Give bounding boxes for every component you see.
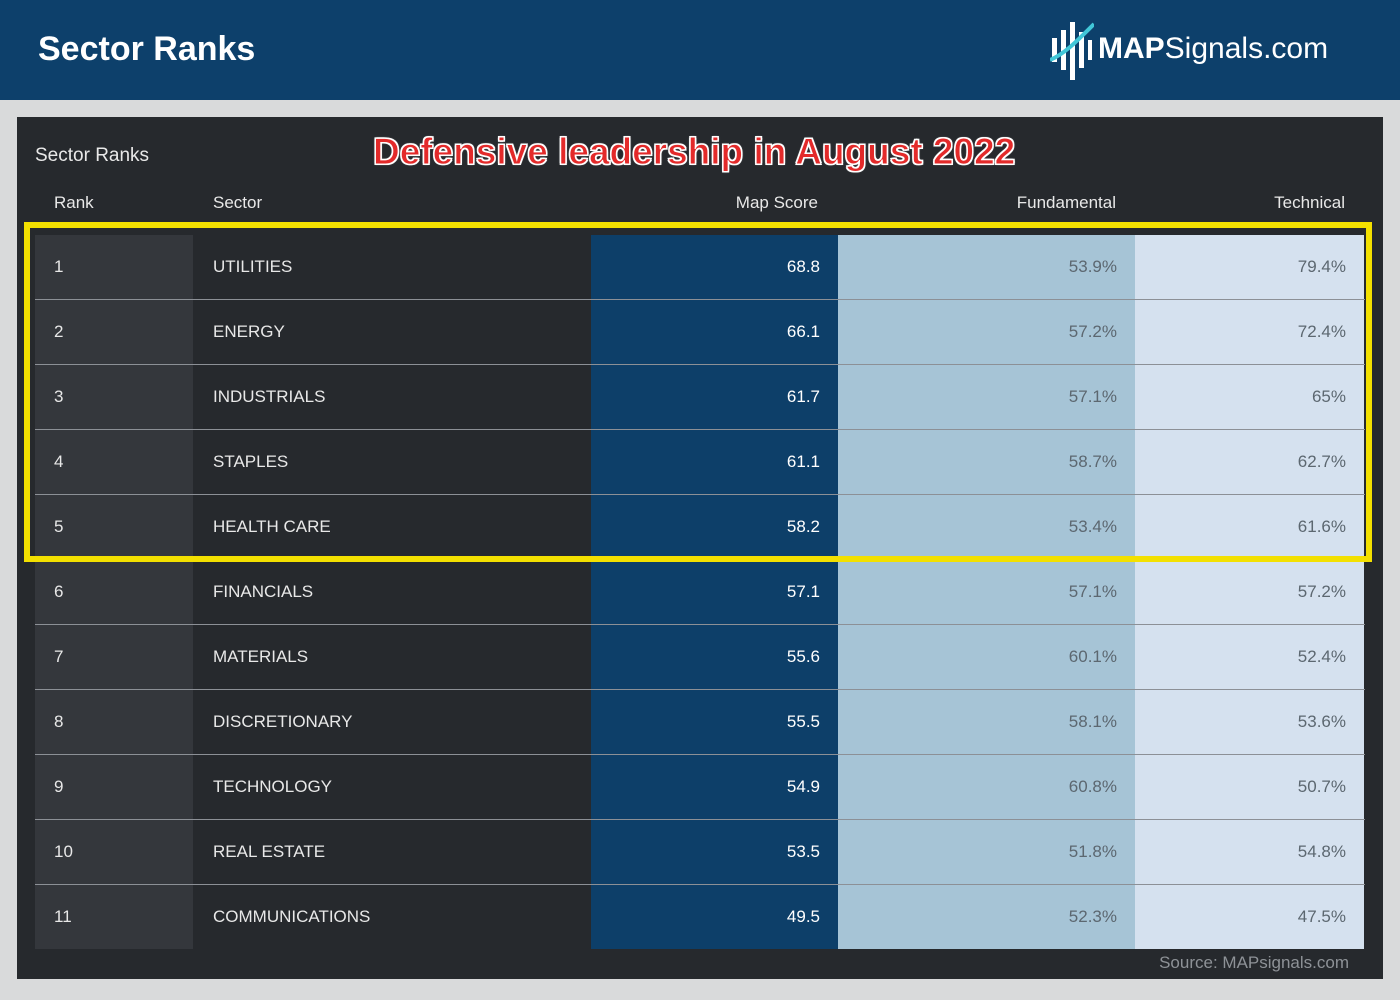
- map-score-cell: 68.8: [591, 235, 838, 299]
- map-score-cell: 49.5: [591, 885, 838, 949]
- fundamental-cell: 58.1%: [838, 690, 1135, 754]
- rank-cell: 3: [35, 365, 193, 429]
- map-score-cell: 53.5: [591, 820, 838, 884]
- logo-wordmark: MAPSignals.com: [1098, 32, 1328, 66]
- column-header-technical: Technical: [1274, 193, 1345, 212]
- technical-cell: 53.6%: [1135, 690, 1364, 754]
- fundamental-cell: 51.8%: [838, 820, 1135, 884]
- sector-cell: COMMUNICATIONS: [193, 885, 591, 949]
- map-score-cell: 61.7: [591, 365, 838, 429]
- technical-cell: 52.4%: [1135, 625, 1364, 689]
- rank-cell: 1: [35, 235, 193, 299]
- table-row: 10 REAL ESTATE 53.5 51.8% 54.8%: [35, 820, 1365, 885]
- map-score-cell: 57.1: [591, 560, 838, 624]
- headline-annotation: Defensive leadership in August 2022: [372, 131, 1016, 173]
- rank-cell: 5: [35, 495, 193, 559]
- fundamental-cell: 58.7%: [838, 430, 1135, 494]
- map-score-cell: 55.5: [591, 690, 838, 754]
- technical-cell: 62.7%: [1135, 430, 1364, 494]
- sector-cell: ENERGY: [193, 300, 591, 364]
- technical-cell: 50.7%: [1135, 755, 1364, 819]
- header-banner: Sector Ranks MAPSignals.com: [0, 0, 1400, 100]
- fundamental-cell: 53.4%: [838, 495, 1135, 559]
- map-score-cell: 55.6: [591, 625, 838, 689]
- fundamental-cell: 60.1%: [838, 625, 1135, 689]
- sector-cell: INDUSTRIALS: [193, 365, 591, 429]
- fundamental-cell: 57.1%: [838, 560, 1135, 624]
- rank-cell: 7: [35, 625, 193, 689]
- table-row: 4 STAPLES 61.1 58.7% 62.7%: [35, 430, 1365, 495]
- source-credit: Source: MAPsignals.com: [1159, 953, 1349, 972]
- sector-cell: STAPLES: [193, 430, 591, 494]
- table-row: 5 HEALTH CARE 58.2 53.4% 61.6%: [35, 495, 1365, 560]
- column-header-fundamental: Fundamental: [1016, 193, 1116, 212]
- fundamental-cell: 57.1%: [838, 365, 1135, 429]
- table-row: 9 TECHNOLOGY 54.9 60.8% 50.7%: [35, 755, 1365, 820]
- technical-cell: 65%: [1135, 365, 1364, 429]
- mapsignals-logo: MAPSignals.com: [1050, 18, 1360, 82]
- banner-title: Sector Ranks: [38, 30, 256, 68]
- technical-cell: 72.4%: [1135, 300, 1364, 364]
- fundamental-cell: 53.9%: [838, 235, 1135, 299]
- table-row: 1 UTILITIES 68.8 53.9% 79.4%: [35, 235, 1365, 300]
- sector-cell: UTILITIES: [193, 235, 591, 299]
- fundamental-cell: 52.3%: [838, 885, 1135, 949]
- rank-cell: 11: [35, 885, 193, 949]
- sector-table: 1 UTILITIES 68.8 53.9% 79.4% 2 ENERGY 66…: [35, 235, 1365, 949]
- table-row: 8 DISCRETIONARY 55.5 58.1% 53.6%: [35, 690, 1365, 755]
- fundamental-cell: 57.2%: [838, 300, 1135, 364]
- logo-bold: MAP: [1098, 32, 1165, 65]
- table-row: 3 INDUSTRIALS 61.7 57.1% 65%: [35, 365, 1365, 430]
- map-score-cell: 66.1: [591, 300, 838, 364]
- technical-cell: 54.8%: [1135, 820, 1364, 884]
- rank-cell: 8: [35, 690, 193, 754]
- sector-cell: TECHNOLOGY: [193, 755, 591, 819]
- fundamental-cell: 60.8%: [838, 755, 1135, 819]
- table-row: 11 COMMUNICATIONS 49.5 52.3% 47.5%: [35, 885, 1365, 949]
- sector-cell: REAL ESTATE: [193, 820, 591, 884]
- table-row: 2 ENERGY 66.1 57.2% 72.4%: [35, 300, 1365, 365]
- sector-cell: FINANCIALS: [193, 560, 591, 624]
- technical-cell: 57.2%: [1135, 560, 1364, 624]
- sector-cell: DISCRETIONARY: [193, 690, 591, 754]
- rank-cell: 2: [35, 300, 193, 364]
- column-header-sector: Sector: [213, 193, 263, 212]
- map-score-cell: 61.1: [591, 430, 838, 494]
- panel-title: Sector Ranks: [35, 145, 150, 166]
- logo-rest: Signals.com: [1164, 32, 1329, 65]
- rank-cell: 6: [35, 560, 193, 624]
- table-row: 6 FINANCIALS 57.1 57.1% 57.2%: [35, 560, 1365, 625]
- map-score-cell: 54.9: [591, 755, 838, 819]
- sector-cell: MATERIALS: [193, 625, 591, 689]
- rank-cell: 10: [35, 820, 193, 884]
- sector-cell: HEALTH CARE: [193, 495, 591, 559]
- table-row: 7 MATERIALS 55.6 60.1% 52.4%: [35, 625, 1365, 690]
- technical-cell: 61.6%: [1135, 495, 1364, 559]
- rank-cell: 4: [35, 430, 193, 494]
- mapsignals-logo-icon: [1050, 22, 1094, 80]
- sector-ranks-panel: Sector Ranks Defensive leadership in Aug…: [17, 117, 1383, 979]
- technical-cell: 79.4%: [1135, 235, 1364, 299]
- rank-cell: 9: [35, 755, 193, 819]
- column-header-map-score: Map Score: [735, 193, 818, 212]
- map-score-cell: 58.2: [591, 495, 838, 559]
- column-header-rank: Rank: [54, 193, 94, 212]
- technical-cell: 47.5%: [1135, 885, 1364, 949]
